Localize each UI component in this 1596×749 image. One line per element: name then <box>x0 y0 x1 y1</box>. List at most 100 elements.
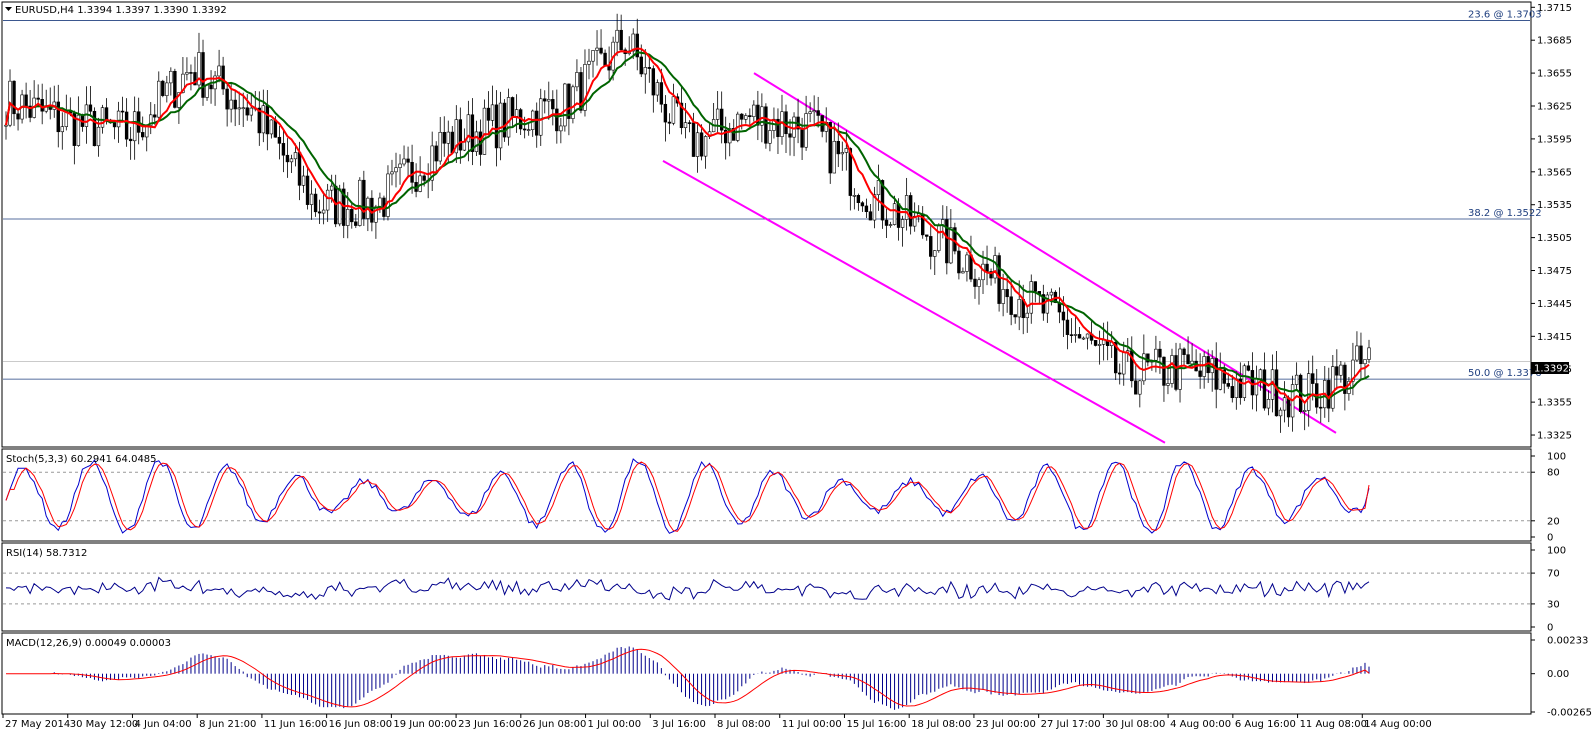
candle-body <box>305 175 310 205</box>
macd-tick-label: 0.00233 <box>1547 636 1588 647</box>
price-tick-label: 1.3655 <box>1537 69 1572 80</box>
stoch-signal-line <box>5 461 1370 532</box>
dropdown-triangle-icon[interactable] <box>5 7 12 11</box>
candle-body <box>406 158 410 163</box>
candle-body <box>1162 356 1166 386</box>
candle-body <box>949 227 953 264</box>
candle-body <box>1045 294 1050 314</box>
candle-body <box>985 263 989 272</box>
candle-body <box>221 65 225 90</box>
candle-body <box>245 107 249 116</box>
candle-body <box>1282 397 1287 411</box>
candle-body <box>868 211 873 221</box>
candle-body <box>317 211 322 214</box>
candle-body <box>792 116 796 138</box>
stoch-panel-frame <box>1 448 1532 542</box>
candle-body <box>1081 337 1086 340</box>
candle-body <box>1351 359 1355 382</box>
candle-body <box>547 99 551 102</box>
candle-body <box>185 72 189 75</box>
candle-body <box>864 205 869 213</box>
candle-body <box>599 47 603 54</box>
candle-body <box>595 47 599 51</box>
candle-body <box>486 107 491 121</box>
rsi-tick-label: 0 <box>1547 623 1553 634</box>
candle-body <box>1061 311 1066 321</box>
time-tick-label: 15 Jul 16:00 <box>846 719 906 730</box>
candle-body <box>876 180 881 196</box>
candle-body <box>1331 366 1335 409</box>
candle-body <box>12 80 16 115</box>
candle-body <box>1359 345 1363 365</box>
rsi-tick-label: 30 <box>1547 599 1560 610</box>
time-tick-label: 11 Jul 00:00 <box>782 719 842 730</box>
candle-body <box>132 111 137 142</box>
candle-body <box>64 111 69 127</box>
candle-body <box>116 110 121 128</box>
candle-body <box>997 255 1001 304</box>
candle-body <box>1085 333 1090 339</box>
candle-body <box>776 118 780 137</box>
candle-body <box>961 271 965 274</box>
price-tick-label: 1.3685 <box>1537 36 1572 47</box>
candle-body <box>474 131 479 152</box>
candle-body <box>92 110 97 147</box>
candle-body <box>752 104 756 117</box>
candle-body <box>744 115 748 120</box>
candle-body <box>699 132 704 157</box>
candle-body <box>189 72 193 74</box>
time-tick-label: 23 Jul 00:00 <box>976 719 1036 730</box>
candle-body <box>229 99 233 110</box>
candle-body <box>989 271 993 279</box>
candle-body <box>1190 360 1194 365</box>
candle-body <box>1009 296 1013 315</box>
candle-body <box>128 138 133 142</box>
candle-body <box>1230 386 1234 399</box>
candle-body <box>591 50 595 62</box>
candle-body <box>237 107 241 110</box>
candle-body <box>1134 380 1138 395</box>
candle-body <box>410 161 414 183</box>
candle-body <box>1367 347 1371 360</box>
candle-body <box>96 126 101 147</box>
macd-signal-line <box>6 648 1370 708</box>
macd-bars <box>6 646 1370 710</box>
candle-body <box>498 102 503 149</box>
time-tick-label: 27 May 2014 <box>5 719 70 730</box>
candle-body <box>748 115 752 117</box>
candle-body <box>325 189 330 211</box>
current-price-tag: 1.3392 <box>1534 364 1569 375</box>
candle-body <box>563 83 567 127</box>
candle-body <box>555 108 559 132</box>
macd-tick-label: 0.00 <box>1547 669 1569 680</box>
candle-body <box>945 219 949 264</box>
candle-body <box>394 167 398 173</box>
candle-body <box>856 195 861 203</box>
candle-body <box>442 131 446 144</box>
candle-body <box>643 67 647 75</box>
candle-body <box>1174 355 1178 390</box>
candle-body <box>402 158 406 165</box>
candle-body <box>297 152 302 186</box>
candle-body <box>522 128 527 131</box>
candle-body <box>575 72 579 88</box>
candle-body <box>462 141 467 151</box>
candle-body <box>551 99 555 110</box>
candle-body <box>535 110 539 136</box>
macd-title: MACD(12,26,9) 0.00049 0.00003 <box>6 638 171 649</box>
candle-body <box>506 97 511 138</box>
candle-body <box>265 105 270 135</box>
candle-body <box>1202 356 1206 377</box>
candle-body <box>1077 334 1082 339</box>
candle-body <box>683 122 688 129</box>
candle-body <box>1154 348 1158 361</box>
time-tick-label: 16 Jun 08:00 <box>329 719 393 730</box>
candle-body <box>816 110 820 116</box>
price-tick-label: 1.3715 <box>1537 3 1572 14</box>
price-tick-label: 1.3505 <box>1537 233 1572 244</box>
candle-body <box>24 94 28 107</box>
stoch-title: Stoch(5,3,3) 60.2941 64.0485 <box>6 454 157 465</box>
stochastic-lines <box>3 458 1530 534</box>
candle-body <box>386 173 390 217</box>
